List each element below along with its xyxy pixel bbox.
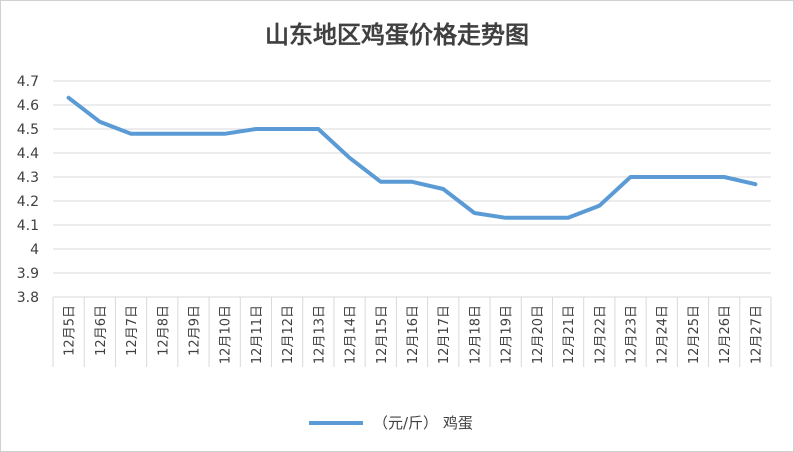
x-tick-label: 12月13日 <box>312 305 327 364</box>
x-tick-label: 12月23日 <box>625 305 640 364</box>
y-tick-label: 4.5 <box>17 122 39 138</box>
chart-title: 山东地区鸡蛋价格走势图 <box>265 20 529 49</box>
y-tick-label: 4.2 <box>17 194 39 210</box>
x-tick-label: 12月21日 <box>562 305 577 364</box>
y-tick-label: 4.6 <box>17 98 39 114</box>
x-tick-label: 12月10日 <box>219 305 234 364</box>
x-tick-label: 12月12日 <box>281 305 296 364</box>
y-tick-label: 4.4 <box>17 146 39 162</box>
x-tick-label: 12月5日 <box>63 305 78 356</box>
x-tick-label: 12月24日 <box>656 305 671 364</box>
x-tick-label: 12月19日 <box>500 305 515 364</box>
x-tick-label: 12月9日 <box>187 305 202 356</box>
legend-label: （元/斤） 鸡蛋 <box>373 414 473 432</box>
y-tick-label: 3.9 <box>17 266 39 282</box>
x-tick-label: 12月17日 <box>437 305 452 364</box>
x-tick-label: 12月26日 <box>718 305 733 364</box>
x-tick-label: 12月27日 <box>749 305 764 364</box>
y-tick-label: 4.1 <box>17 218 39 234</box>
x-tick-label: 12月14日 <box>344 305 359 364</box>
x-tick-label: 12月8日 <box>156 305 171 356</box>
series-line <box>66 95 758 220</box>
x-tick-label: 12月25日 <box>687 305 702 364</box>
x-tick-label: 12月20日 <box>531 305 546 364</box>
y-tick-label: 4 <box>30 242 39 258</box>
x-tick-label: 12月7日 <box>125 305 140 356</box>
x-tick-label: 12月11日 <box>250 305 265 364</box>
y-tick-label: 3.8 <box>17 290 39 306</box>
y-tick-label: 4.7 <box>17 74 39 90</box>
x-tick-label: 12月16日 <box>406 305 421 364</box>
x-tick-label: 12月6日 <box>94 305 109 356</box>
x-tick-label: 12月22日 <box>593 305 608 364</box>
y-tick-label: 4.3 <box>17 170 39 186</box>
x-tick-label: 12月15日 <box>375 305 390 364</box>
x-tick-label: 12月18日 <box>468 305 483 364</box>
